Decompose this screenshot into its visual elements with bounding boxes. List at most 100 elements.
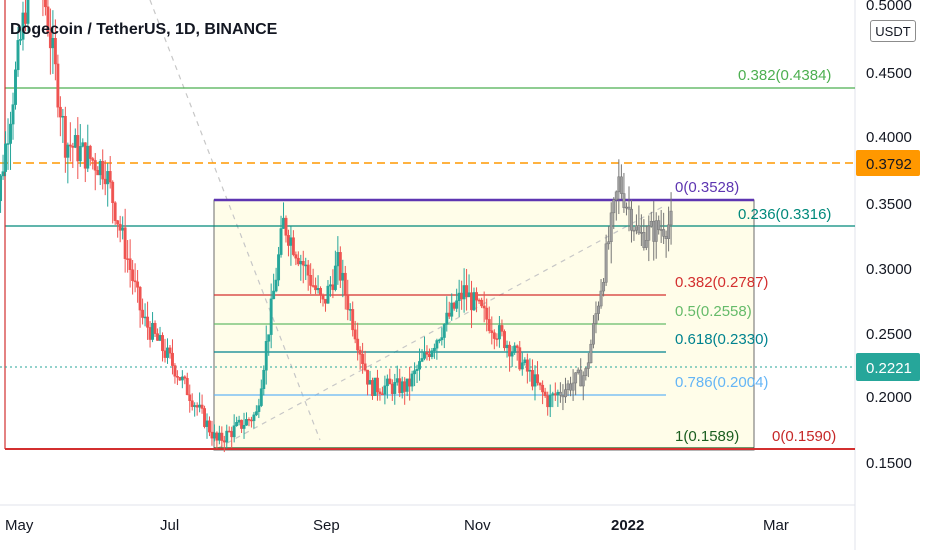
candle-body bbox=[637, 225, 641, 234]
fib-diagonal-dashed[interactable] bbox=[217, 204, 667, 449]
candle-body bbox=[254, 411, 258, 416]
candle-body bbox=[662, 229, 666, 237]
candle-body bbox=[398, 378, 402, 394]
candle-body bbox=[619, 176, 623, 194]
candle-body bbox=[536, 374, 539, 384]
candle-body bbox=[98, 161, 102, 176]
candle-body bbox=[586, 362, 590, 369]
candle-body bbox=[543, 391, 547, 397]
candle-body bbox=[103, 178, 107, 185]
candle-body bbox=[460, 292, 464, 300]
candle-body bbox=[264, 341, 268, 371]
candle-body bbox=[589, 343, 593, 364]
candle-body bbox=[523, 359, 527, 363]
candle-body bbox=[622, 193, 626, 208]
candle-body bbox=[16, 40, 20, 71]
candle-body bbox=[654, 220, 658, 242]
candle-body bbox=[0, 175, 3, 202]
price-tick-0500: 0.5000 bbox=[866, 0, 912, 14]
alert-price-badge[interactable] bbox=[856, 150, 920, 176]
candle-body bbox=[353, 329, 357, 340]
chart-title: Dogecoin / TetherUS, 1D, BINANCE bbox=[10, 21, 278, 38]
candle-body bbox=[445, 312, 449, 325]
candle-body bbox=[26, 0, 30, 24]
candle-body bbox=[118, 223, 122, 231]
candle-body bbox=[425, 351, 429, 355]
candle-body bbox=[368, 380, 372, 385]
candle-body bbox=[56, 63, 60, 108]
candle-body bbox=[625, 206, 628, 209]
time-tick-jul: Jul bbox=[160, 517, 179, 534]
candle-body bbox=[495, 338, 499, 340]
candle-body bbox=[558, 391, 562, 396]
currency-button[interactable]: USDT bbox=[870, 20, 916, 42]
candle-body bbox=[58, 106, 62, 118]
candle-body bbox=[393, 382, 397, 394]
candle-body bbox=[161, 335, 164, 352]
candle-body bbox=[316, 288, 320, 291]
candle-body bbox=[667, 224, 671, 239]
time-tick-sep: Sep bbox=[313, 517, 340, 534]
candle-body bbox=[193, 405, 197, 407]
candle-body bbox=[230, 431, 234, 438]
candle-body bbox=[472, 292, 476, 311]
candle-body bbox=[282, 217, 285, 229]
candle-body bbox=[296, 257, 300, 265]
candle-body bbox=[9, 123, 12, 144]
candle-body bbox=[465, 285, 469, 298]
candle-body bbox=[607, 241, 611, 245]
candle-body bbox=[642, 232, 646, 248]
candle-body bbox=[188, 394, 192, 401]
candle-body bbox=[440, 337, 444, 341]
candle-body bbox=[249, 419, 253, 422]
candle-body bbox=[457, 292, 461, 302]
candle-body bbox=[210, 431, 214, 439]
candle-body bbox=[242, 424, 246, 429]
candle-body bbox=[510, 352, 514, 357]
candle-body bbox=[284, 217, 288, 236]
candle-body bbox=[579, 369, 583, 387]
fib-label-1: 1(0.1589) bbox=[675, 428, 739, 445]
candle-body bbox=[408, 378, 412, 387]
candle-body bbox=[21, 12, 25, 40]
last-price-badge[interactable] bbox=[856, 353, 920, 381]
candle-body bbox=[173, 365, 177, 377]
candle-body bbox=[43, 0, 47, 8]
candle-body bbox=[462, 285, 466, 300]
fib-label-0236: 0.236(0.3316) bbox=[738, 206, 831, 223]
candle-body bbox=[71, 145, 75, 148]
time-tick-mar: Mar bbox=[763, 517, 789, 534]
candle-body bbox=[520, 362, 524, 370]
candle-body bbox=[156, 333, 159, 341]
candle-body bbox=[403, 381, 407, 392]
candle-body bbox=[442, 324, 446, 338]
fib-retracement-area[interactable] bbox=[213, 199, 755, 451]
candle-body bbox=[78, 146, 82, 162]
candle-body bbox=[51, 38, 55, 49]
candle-body bbox=[93, 160, 97, 171]
candle-body bbox=[385, 378, 389, 387]
candle-body bbox=[171, 352, 174, 366]
candle-body bbox=[279, 228, 283, 255]
candle-body bbox=[647, 225, 651, 241]
candle-body bbox=[617, 176, 621, 193]
price-tick-0350: 0.3500 bbox=[866, 196, 912, 213]
candle-body bbox=[274, 279, 278, 292]
candle-body bbox=[336, 252, 340, 267]
candle-body bbox=[546, 395, 550, 408]
candle-body bbox=[61, 115, 65, 118]
candle-body bbox=[571, 382, 575, 391]
candle-body bbox=[138, 287, 142, 311]
candle-body bbox=[361, 354, 365, 365]
candle-body bbox=[597, 305, 600, 314]
candle-body bbox=[252, 414, 256, 422]
candle-body bbox=[358, 349, 362, 355]
candle-body bbox=[664, 236, 668, 239]
candle-body bbox=[175, 376, 179, 378]
candle-body bbox=[6, 143, 10, 145]
candle-body bbox=[435, 340, 439, 349]
candle-body bbox=[215, 432, 219, 441]
candle-body bbox=[437, 339, 441, 342]
candle-body bbox=[195, 405, 199, 408]
